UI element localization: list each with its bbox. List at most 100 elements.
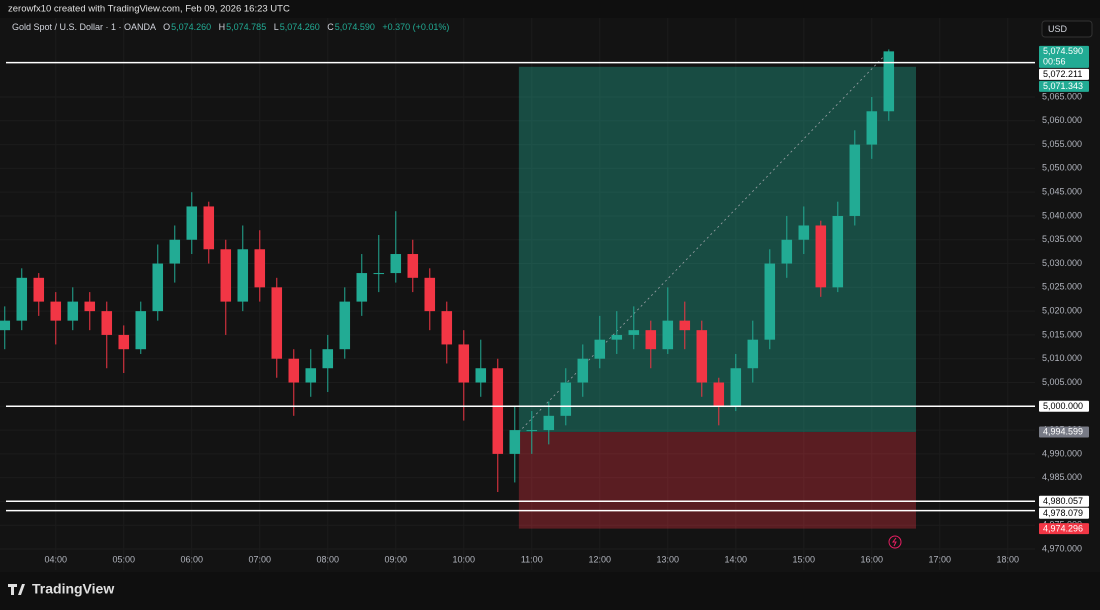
x-tick-label: 06:00 (181, 554, 204, 564)
candle-body (407, 254, 419, 278)
candle-body (305, 368, 317, 383)
candle-body (543, 415, 555, 431)
y-tick-label: 5,020.000 (1042, 306, 1082, 316)
x-tick-label: 09:00 (385, 554, 408, 564)
symbol: Gold Spot / U.S. Dollar · 1 · OANDA (12, 22, 156, 32)
candle-body (509, 430, 521, 454)
candle-body (390, 254, 402, 274)
candle-body (662, 320, 674, 350)
candle-body (560, 382, 572, 416)
candle-body (832, 215, 844, 288)
price-label: 4,980.057 (1043, 496, 1083, 506)
x-tick-label: 07:00 (249, 554, 272, 564)
x-tick-label: 05:00 (112, 554, 135, 564)
y-tick-label: 4,970.000 (1042, 543, 1082, 553)
alert-icon[interactable] (888, 535, 902, 549)
change: +0.370 (+0.01%) (382, 22, 449, 32)
x-tick-label: 10:00 (453, 554, 476, 564)
y-tick-label: 5,030.000 (1042, 258, 1082, 268)
x-tick-label: 04:00 (44, 554, 67, 564)
candle-body (322, 349, 334, 369)
x-tick-label: 14:00 (725, 554, 748, 564)
candle-body (135, 311, 147, 350)
candle-body (866, 111, 878, 145)
candle-body (288, 358, 300, 383)
y-tick-label: 5,050.000 (1042, 163, 1082, 173)
credit: zerowfx10 created with TradingView.com, … (8, 4, 290, 15)
candle-body (730, 368, 742, 407)
candle-body (492, 368, 504, 454)
candle-body (424, 277, 436, 312)
currency-box[interactable] (1041, 20, 1093, 38)
candle-body (237, 249, 249, 302)
x-tick-label: 12:00 (589, 554, 612, 564)
candle-body (33, 277, 45, 302)
x-tick-label: 18:00 (997, 554, 1020, 564)
candle-body (84, 301, 96, 312)
price-label-box (1039, 45, 1089, 68)
trade-path (518, 51, 890, 433)
y-tick-label: 5,010.000 (1042, 353, 1082, 363)
x-tick-label: 16:00 (861, 554, 884, 564)
candle-body (628, 330, 640, 335)
candle-body (203, 206, 215, 250)
price-label-box (1039, 523, 1089, 535)
candle-body (679, 320, 691, 331)
price-label: 5,071.343 (1043, 81, 1083, 91)
candle-body (67, 301, 79, 321)
candle-body (118, 334, 130, 350)
candle-body (713, 382, 725, 407)
candle-body (101, 311, 113, 335)
candle-body (883, 51, 895, 112)
price-label-box (1039, 507, 1089, 519)
stop-zone (518, 432, 916, 529)
price-label: 4,978.079 (1043, 508, 1083, 518)
price-label-box (1039, 80, 1089, 92)
x-tick-label: 11:00 (521, 554, 543, 564)
value: 5,074.260 (171, 22, 211, 32)
y-tick-label: 5,060.000 (1042, 115, 1082, 125)
y-tick-label: 5,045.000 (1042, 187, 1082, 197)
y-tick-label: 5,065.000 (1042, 91, 1082, 101)
candle-body (849, 144, 861, 216)
countdown: 00:56 (1043, 57, 1066, 67)
candle-body (764, 263, 776, 340)
candle-body (169, 239, 181, 264)
candle-body (815, 225, 827, 288)
candle-body (526, 430, 538, 432)
candle-body (271, 287, 283, 359)
key: H (219, 22, 226, 32)
y-tick-label: 5,015.000 (1042, 329, 1082, 339)
price-label-box (1039, 400, 1089, 412)
key: C (327, 22, 334, 32)
candle-body (458, 344, 470, 383)
candle-body (577, 358, 589, 383)
x-tick-label: 08:00 (317, 554, 340, 564)
y-tick-label: 4,985.000 (1042, 472, 1082, 482)
key: L (274, 22, 279, 32)
ohlc-legend: Gold Spot / U.S. Dollar · 1 · OANDA O5,0… (12, 22, 449, 32)
candle-body (220, 249, 232, 302)
price-label-box (1039, 68, 1089, 80)
candle-body (254, 249, 266, 288)
value: 5,074.260 (280, 22, 320, 32)
y-tick-label: 5,040.000 (1042, 210, 1082, 220)
candle-body (186, 206, 198, 240)
candle-body (0, 320, 11, 331)
candle-body (747, 339, 759, 369)
price-label: 5,000.000 (1043, 401, 1083, 411)
y-tick-label: 5,005.000 (1042, 377, 1082, 387)
candle-body (339, 301, 351, 350)
candles (0, 49, 895, 492)
chart-pane (0, 18, 1100, 572)
candle-body (611, 334, 623, 340)
price-label: 4,994.599 (1043, 427, 1083, 437)
currency[interactable]: USD (1048, 24, 1068, 34)
brand: TradingView (32, 581, 114, 597)
price-label: 4,974.296 (1043, 523, 1083, 533)
price-label: 5,074.590 (1043, 46, 1083, 56)
candle-body (645, 330, 657, 350)
y-tick-label: 5,025.000 (1042, 282, 1082, 292)
y-tick-label: 5,055.000 (1042, 139, 1082, 149)
